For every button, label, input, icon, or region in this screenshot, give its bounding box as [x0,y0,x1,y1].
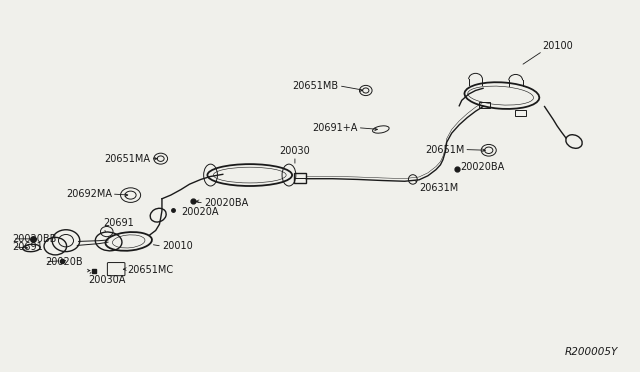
Text: 20010: 20010 [162,241,193,251]
Text: 20651M: 20651M [425,145,464,154]
Text: 20030A: 20030A [88,275,125,285]
Text: 20691: 20691 [13,242,44,252]
Text: 20030: 20030 [280,146,310,156]
Text: 20651MA: 20651MA [105,154,150,164]
Text: 20020B: 20020B [45,257,83,267]
Text: 20692MA: 20692MA [66,189,112,199]
Text: 20020BB: 20020BB [13,234,57,244]
FancyBboxPatch shape [108,263,125,276]
Text: 20020BA: 20020BA [204,198,248,208]
Text: 20631M: 20631M [419,183,458,193]
Text: 20691: 20691 [104,218,134,228]
Text: 20691+A: 20691+A [312,123,358,133]
Text: 20100: 20100 [543,41,573,51]
Text: 20020A: 20020A [180,206,218,217]
Text: 20651MC: 20651MC [127,265,173,275]
Text: 20651MB: 20651MB [292,81,339,91]
Text: R200005Y: R200005Y [564,347,618,357]
Text: 20020BA: 20020BA [460,162,504,172]
